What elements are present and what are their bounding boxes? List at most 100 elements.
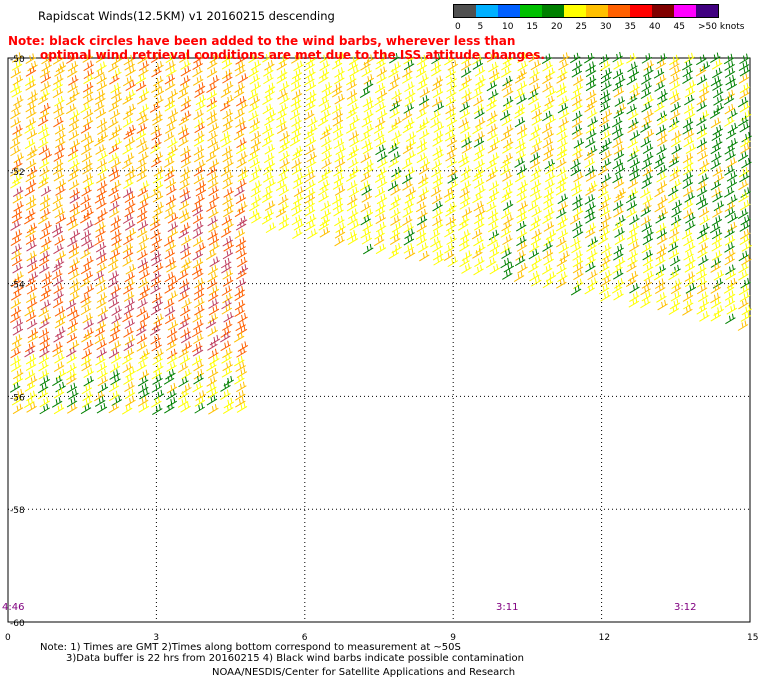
wind-barb xyxy=(249,95,261,106)
wind-barb xyxy=(222,403,234,414)
wind-barb xyxy=(164,96,176,108)
wind-barb xyxy=(727,109,738,120)
wind-barb xyxy=(111,88,122,100)
wind-barb xyxy=(110,222,121,233)
wind-barb xyxy=(136,213,148,224)
wind-barb xyxy=(489,263,501,275)
wind-barb xyxy=(741,254,752,266)
wind-barb xyxy=(628,117,639,129)
wind-barb xyxy=(83,376,94,387)
wind-barb xyxy=(206,278,218,290)
wind-barb xyxy=(319,227,331,238)
wind-barb xyxy=(97,150,108,162)
wind-barb xyxy=(725,248,736,260)
wind-barb xyxy=(599,227,610,238)
wind-barb xyxy=(235,361,246,373)
wind-barb xyxy=(475,75,486,86)
wind-barb xyxy=(321,88,333,100)
wind-barb xyxy=(108,166,119,177)
wind-barb xyxy=(584,157,596,169)
wind-barb xyxy=(69,165,80,176)
wind-barb xyxy=(402,73,413,84)
wind-barb xyxy=(557,271,568,283)
wind-barb xyxy=(640,284,651,296)
wind-barb xyxy=(375,144,386,156)
wind-barb xyxy=(655,152,666,164)
wind-barbs xyxy=(9,51,753,415)
wind-barb xyxy=(194,304,205,316)
wind-barb xyxy=(682,298,694,310)
wind-barb xyxy=(150,187,161,198)
wind-barb xyxy=(320,208,332,220)
wind-barb xyxy=(55,213,67,225)
wind-barb xyxy=(54,66,65,77)
wind-barb xyxy=(66,382,78,394)
wind-barb xyxy=(318,96,329,107)
wind-barb xyxy=(303,110,315,121)
wind-barb xyxy=(263,73,274,85)
wind-barb xyxy=(390,171,402,183)
wind-barb xyxy=(642,234,654,246)
wind-barb xyxy=(96,158,108,170)
y-tick-label: -50 xyxy=(10,55,25,65)
wind-barb xyxy=(68,242,80,254)
wind-barb xyxy=(222,194,233,206)
wind-barb xyxy=(69,208,81,219)
wind-barb xyxy=(445,95,457,107)
wind-barb xyxy=(461,53,472,65)
x-tick-label: 0 xyxy=(5,633,11,643)
wind-barb xyxy=(531,276,542,287)
wind-barb xyxy=(601,150,612,161)
wind-barb xyxy=(38,263,50,274)
wind-barb xyxy=(82,390,93,402)
wind-barb xyxy=(556,124,567,136)
wind-barb xyxy=(10,145,21,157)
wind-barb xyxy=(629,241,640,252)
wind-barb xyxy=(94,326,106,337)
wind-barb xyxy=(220,257,232,269)
wind-barb xyxy=(685,213,696,224)
wind-barb xyxy=(27,145,38,156)
wind-barb xyxy=(641,159,652,170)
wind-barb xyxy=(530,102,542,113)
wind-barb xyxy=(24,123,35,134)
wind-barb xyxy=(725,129,737,140)
wind-barb xyxy=(459,256,470,268)
wind-barb xyxy=(192,213,204,224)
wind-barb xyxy=(501,220,512,232)
wind-barb xyxy=(95,241,107,253)
wind-barb xyxy=(501,101,513,113)
wind-barb xyxy=(26,292,37,303)
wind-barb xyxy=(557,214,568,226)
wind-barb xyxy=(516,241,528,252)
wind-barb xyxy=(431,159,442,170)
wind-barb xyxy=(54,306,66,317)
wind-barb xyxy=(293,60,304,72)
wind-barb xyxy=(237,264,249,275)
wind-barb xyxy=(627,270,639,282)
wind-barb xyxy=(11,130,23,141)
wind-barb xyxy=(390,207,401,219)
wind-barb xyxy=(460,193,471,205)
wind-barb xyxy=(502,137,514,149)
wind-barb xyxy=(178,129,190,140)
wind-barb xyxy=(684,262,696,273)
wind-barb xyxy=(69,257,80,268)
wind-barb xyxy=(10,312,21,323)
wind-barb xyxy=(417,242,429,253)
wind-barb xyxy=(234,228,246,239)
wind-barb xyxy=(332,122,344,134)
wind-barb xyxy=(347,234,359,246)
wind-barb xyxy=(348,145,360,156)
wind-barb xyxy=(500,130,512,142)
wind-barb xyxy=(711,241,722,252)
wind-barb xyxy=(627,187,639,199)
wind-barb xyxy=(502,75,513,87)
wind-barb xyxy=(165,123,176,134)
wind-barb xyxy=(668,89,680,100)
wind-barb xyxy=(95,320,107,332)
wind-barb xyxy=(192,381,203,393)
wind-barb xyxy=(685,256,696,267)
wind-barb xyxy=(222,171,234,183)
wind-barb xyxy=(696,123,708,135)
